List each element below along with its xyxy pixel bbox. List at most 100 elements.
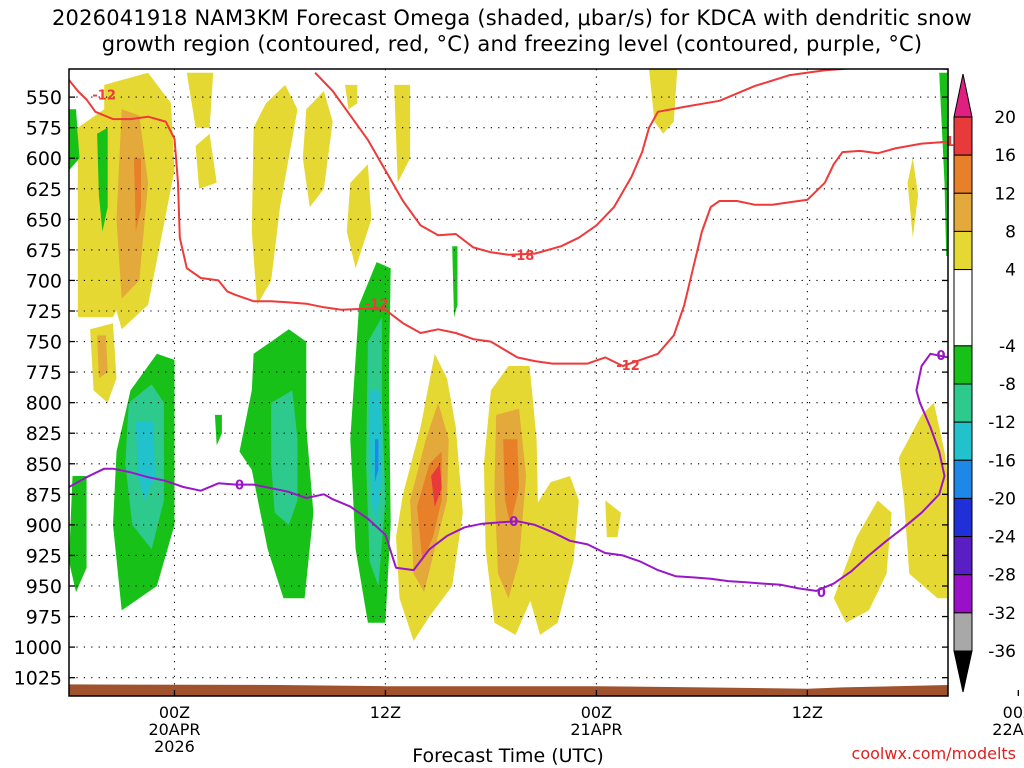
- omega-region-yellow-h: [346, 164, 372, 269]
- colorbar-label: -28: [988, 566, 1016, 586]
- omega-region-yellow-q: [898, 402, 948, 599]
- y-tick-label: 725: [26, 301, 62, 323]
- omega-region-green-a: [69, 109, 80, 171]
- omega-region-yellow-g: [302, 91, 333, 208]
- colorbar-bottom-arrow: [953, 650, 973, 693]
- x-axis: 00Z20APR202612Z00Z21APR12Z00Z22APR: [148, 690, 1024, 756]
- omega-region-green-s: [939, 72, 948, 256]
- omega-region-yellow-f: [251, 84, 298, 305]
- omega-region-yellow-d: [186, 72, 214, 128]
- gridlines: [69, 69, 948, 696]
- omega-region-green-b: [97, 127, 108, 232]
- x-tick-label: 20APR: [148, 720, 200, 739]
- x-tick-label: 00Z: [159, 703, 190, 722]
- omega-region-red-l: [431, 463, 442, 507]
- y-tick-label: 800: [26, 393, 62, 415]
- y-tick-label: 850: [26, 454, 62, 476]
- omega-region-orange-b: [116, 109, 149, 299]
- contour-layer: [69, 69, 948, 592]
- y-tick-label: 925: [26, 545, 62, 567]
- chart-title-line-1: 2026041918 NAM3KM Forecast Omega (shaded…: [52, 6, 972, 30]
- omega-region-yellow-n: [529, 476, 579, 635]
- omega-region-green-c: [69, 476, 87, 593]
- y-tick-label: 600: [26, 148, 62, 170]
- y-tick-label: 875: [26, 484, 62, 506]
- omega-region-orange-c: [97, 335, 108, 379]
- x-tick-label: 2026: [154, 737, 195, 756]
- colorbar-label: -4: [999, 337, 1016, 357]
- colorbar-band: [953, 574, 973, 614]
- y-tick-label: 775: [26, 362, 62, 384]
- y-tick-label: 900: [26, 515, 62, 537]
- y-tick-label: 975: [26, 607, 62, 629]
- colorbar-label: -24: [988, 528, 1016, 548]
- y-tick-label: 625: [26, 179, 62, 201]
- omega-region-yellow-r: [907, 158, 919, 238]
- colorbar-band: [953, 269, 973, 347]
- x-tick-label: 21APR: [570, 720, 622, 739]
- colorbar-label: -12: [988, 413, 1016, 433]
- x-tick-label: 22APR: [992, 720, 1024, 739]
- y-tick-label: 750: [26, 332, 62, 354]
- terrain-layer: [69, 684, 948, 696]
- colorbar-label: 20: [994, 108, 1016, 128]
- y-axis: 550 575 600 625 650 675 700 725 750 775 800 825 850 8…: [14, 87, 948, 690]
- omega-region-green-f: [214, 414, 222, 446]
- colorbar-label: 16: [994, 146, 1016, 166]
- colorbar-label: -36: [988, 642, 1016, 662]
- x-tick-label: 00Z: [1003, 703, 1024, 722]
- colorbar-band: [953, 459, 973, 499]
- omega-colorbar: 20 16 12 8 4 -4 -8 -12 -16 -20 -24 -28 -32 -36: [953, 73, 1016, 693]
- y-tick-label: 700: [26, 270, 62, 292]
- contour-label: 0: [509, 515, 518, 530]
- contour-label: -12: [616, 359, 640, 374]
- omega-region-green-h: [452, 246, 458, 318]
- y-tick-label: 675: [26, 240, 62, 262]
- freezing-level-contour: [69, 352, 948, 592]
- colorbar-band: [953, 421, 973, 461]
- omega-region-orange-m2: [503, 439, 519, 525]
- y-tick-label: 825: [26, 423, 62, 445]
- x-axis-label: Forecast Time (UTC): [412, 745, 603, 767]
- colorbar-band: [953, 345, 973, 385]
- colorbar-label: -8: [999, 375, 1016, 395]
- omega-region-green-u: [997, 287, 1008, 330]
- colorbar-band: [953, 536, 973, 576]
- contour-label: 0: [235, 479, 244, 494]
- contour-label: -18: [511, 249, 535, 264]
- omega-region-orange-b2: [134, 158, 142, 232]
- colorbar-band: [953, 116, 973, 156]
- dendritic-contour-1: [314, 69, 948, 256]
- contour-label: -12: [365, 298, 389, 313]
- colorbar-label: -20: [988, 489, 1016, 509]
- omega-region-yellow-k: [649, 69, 678, 134]
- colorbar-band: [953, 154, 973, 194]
- omega-region-teal-e: [271, 390, 298, 525]
- omega-region-yellow-o: [605, 500, 621, 538]
- colorbar-label: -16: [988, 451, 1016, 471]
- omega-region-cyan-d: [135, 421, 156, 501]
- credit-text: coolwx.com/modelts: [851, 744, 1016, 763]
- contour-label: 0: [936, 349, 945, 364]
- colorbar-band: [953, 192, 973, 232]
- omega-region-yellow-i: [394, 84, 411, 183]
- dendritic-contour-2: [69, 79, 948, 367]
- colorbar-band: [953, 383, 973, 423]
- contour-label: -12: [92, 89, 116, 104]
- colorbar-label: 4: [1005, 261, 1016, 281]
- chart-title-line-2: growth region (contoured, red, °C) and f…: [101, 32, 923, 56]
- contour-label: 0: [817, 586, 826, 601]
- y-tick-label: 650: [26, 209, 62, 231]
- x-tick-label: 12Z: [792, 703, 823, 722]
- colorbar-top-arrow: [953, 73, 973, 118]
- y-tick-label: 1025: [14, 668, 62, 690]
- x-tick-label: 00Z: [581, 703, 612, 722]
- colorbar-label: 12: [994, 184, 1016, 204]
- omega-region-yellow-e: [195, 133, 217, 189]
- terrain: [69, 684, 948, 696]
- omega-shading-layer: [69, 69, 1008, 641]
- colorbar-label: -32: [988, 604, 1016, 624]
- y-tick-label: 1000: [14, 637, 62, 659]
- plot-frame: [68, 68, 949, 697]
